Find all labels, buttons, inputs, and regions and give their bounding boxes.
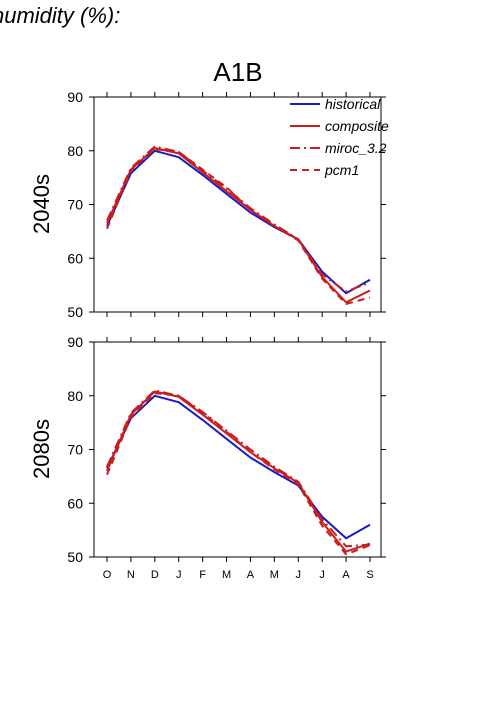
series-lines — [106, 389, 371, 556]
x-tick-label: J — [176, 569, 182, 581]
y-tick-label: 80 — [67, 143, 83, 159]
legend: historical composite miroc_3.2 pcm1 — [290, 96, 389, 178]
x-tick-label: O — [103, 569, 112, 581]
legend-label-historical: historical — [325, 96, 381, 112]
panel-2080s: 50 60 70 80 90 O N D J F M A M J J A S 2080s — [29, 334, 386, 581]
y-tick-label: 70 — [67, 197, 83, 213]
y-tick-label: 60 — [67, 495, 83, 511]
chart-title: A1B — [213, 57, 262, 87]
y-ticks: 50 60 70 80 90 — [67, 89, 386, 320]
series-line-composite — [106, 390, 371, 553]
y-tick-label: 90 — [67, 89, 83, 105]
x-tick-label: A — [247, 569, 255, 581]
legend-label-pcm1: pcm1 — [324, 162, 359, 178]
legend-label-miroc: miroc_3.2 — [325, 140, 387, 156]
x-tick-label: J — [296, 569, 302, 581]
y-tick-label: 90 — [67, 334, 83, 350]
y-ticks: 50 60 70 80 90 — [67, 334, 386, 565]
y-tick-label: 50 — [67, 304, 83, 320]
series-line-pcm1 — [106, 392, 371, 556]
x-tick-label: F — [199, 569, 206, 581]
series-line-historical — [106, 394, 371, 540]
plot-frame — [93, 341, 382, 558]
x-tick-label: S — [366, 569, 373, 581]
series-line-historical — [106, 149, 371, 295]
x-tick-label: J — [319, 569, 325, 581]
x-tick-label: M — [222, 569, 231, 581]
x-tick-label: N — [127, 569, 135, 581]
x-tick-label: A — [342, 569, 350, 581]
x-ticks — [106, 92, 371, 317]
series-lines — [106, 145, 371, 305]
y-tick-label: 70 — [67, 442, 83, 458]
panel-2040s: 50 60 70 80 90 2040s historical composite mi… — [29, 89, 389, 320]
y-tick-label: 80 — [67, 388, 83, 404]
x-tick-label: D — [151, 569, 159, 581]
header-text: humidity (%): — [0, 3, 121, 28]
legend-label-composite: composite — [325, 118, 389, 134]
series-line-miroc-3-2 — [106, 145, 371, 293]
series-line-pcm1 — [106, 148, 371, 305]
y-axis-label: 2040s — [29, 174, 54, 234]
y-tick-label: 60 — [67, 250, 83, 266]
series-line-miroc-3-2 — [106, 389, 371, 548]
y-tick-label: 50 — [67, 549, 83, 565]
x-tick-label: M — [270, 569, 279, 581]
y-axis-label: 2080s — [29, 419, 54, 479]
